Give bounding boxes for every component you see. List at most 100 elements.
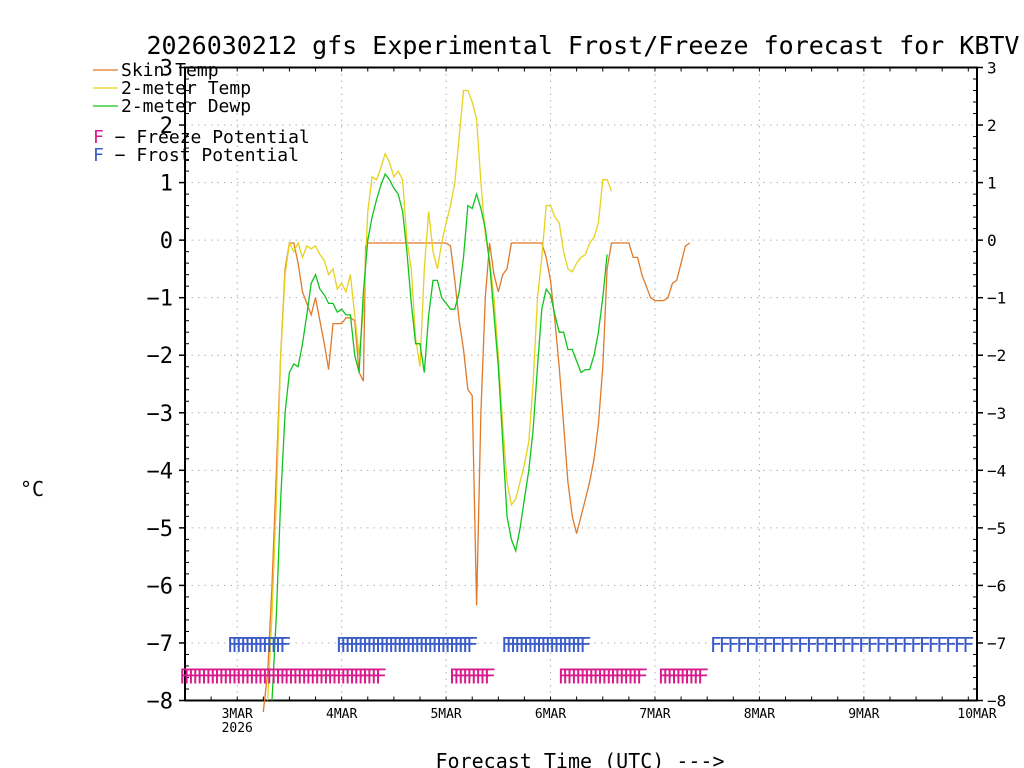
frost-mark: F [531, 633, 543, 657]
freeze-mark: F [262, 665, 274, 689]
freeze-mark: F [192, 665, 204, 689]
y-tick-label-right: −4 [987, 461, 1006, 480]
frost-mark: F [553, 633, 565, 657]
freeze-mark: F [697, 665, 709, 689]
x-tick-sublabel: 2026 [222, 721, 253, 736]
freeze-mark: F [327, 665, 339, 689]
frost-mark: F [901, 633, 913, 657]
grid-lines [185, 67, 977, 701]
frost-mark: F [893, 633, 905, 657]
freeze-mark: F [614, 665, 626, 689]
legend-marker-glyph: F [93, 127, 104, 148]
frost-mark: F [236, 633, 248, 657]
freeze-mark: F [357, 665, 369, 689]
frost-mark: F [436, 633, 448, 657]
frost-mark: F [545, 633, 557, 657]
freeze-mark: F [314, 665, 326, 689]
freeze-mark: F [266, 665, 278, 689]
frost-mark: F [936, 633, 948, 657]
freeze-mark: F [196, 665, 208, 689]
x-tick-label: 8MAR [744, 707, 775, 722]
legend-marker-text: − Frost Potential [104, 145, 299, 166]
frost-mark: F [875, 633, 887, 657]
series-lines [262, 89, 691, 713]
frost-mark: F [832, 633, 844, 657]
freeze-mark: F [179, 665, 191, 689]
series-line-2-meter-temp [267, 89, 613, 701]
freeze-mark: F [370, 665, 382, 689]
frost-mark: F [566, 633, 578, 657]
x-tick-label: 6MAR [535, 707, 566, 722]
frost-mark: F [231, 633, 243, 657]
y-tick-label-right: −1 [987, 289, 1006, 308]
freeze-mark: F [618, 665, 630, 689]
freeze-mark: F [662, 665, 674, 689]
frost-mark: F [719, 633, 731, 657]
y-tick-label-left: −7 [147, 632, 174, 657]
legend-marker-label: F − Freeze Potential [93, 127, 310, 148]
frost-mark: F [431, 633, 443, 657]
freeze-mark: F [658, 665, 670, 689]
y-axis-label: °C [20, 477, 44, 501]
freeze-mark: F [205, 665, 217, 689]
frost-mark: F [375, 633, 387, 657]
freeze-mark: F [632, 665, 644, 689]
freeze-mark: F [588, 665, 600, 689]
frost-mark: F [505, 633, 517, 657]
freeze-mark: F [183, 665, 195, 689]
freeze-mark: F [475, 665, 487, 689]
freeze-mark: F [479, 665, 491, 689]
freeze-mark: F [362, 665, 374, 689]
frost-mark: F [954, 633, 966, 657]
frost-mark: F [227, 633, 239, 657]
frost-mark: F [823, 633, 835, 657]
freeze-mark: F [336, 665, 348, 689]
y-tick-label-right: 0 [987, 231, 997, 250]
plot-frame [184, 66, 978, 702]
frost-mark: F [257, 633, 269, 657]
y-tick-label-left: 2 [160, 114, 173, 139]
freeze-mark: F [344, 665, 356, 689]
freeze-mark: F [688, 665, 700, 689]
frost-mark: F [423, 633, 435, 657]
frost-mark: F [884, 633, 896, 657]
freeze-mark: F [209, 665, 221, 689]
legend-marker-text: − Freeze Potential [104, 127, 310, 148]
frost-mark: F [927, 633, 939, 657]
series-line-2-meter-dewp [271, 172, 608, 701]
frost-mark: F [806, 633, 818, 657]
y-tick-label-left: −3 [147, 402, 174, 427]
frost-mark: F [336, 633, 348, 657]
chart-title: 2026030212 gfs Experimental Frost/Freeze… [147, 31, 1020, 60]
freeze-mark: F [375, 665, 387, 689]
freeze-mark: F [457, 665, 469, 689]
frost-mark: F [279, 633, 291, 657]
freeze-mark: F [601, 665, 613, 689]
frost-mark: F [370, 633, 382, 657]
frost-mark: F [253, 633, 265, 657]
y-tick-label-right: −6 [987, 576, 1006, 595]
frost-mark: F [919, 633, 931, 657]
frost-mark: F [945, 633, 957, 657]
frost-mark: F [384, 633, 396, 657]
y-tick-label-right: 3 [987, 59, 997, 78]
freeze-mark: F [296, 665, 308, 689]
x-tick-label: 7MAR [639, 707, 670, 722]
freeze-mark: F [257, 665, 269, 689]
y-tick-label-left: 3 [160, 57, 173, 82]
frost-mark: F [362, 633, 374, 657]
frost-mark: F [418, 633, 430, 657]
freeze-mark: F [636, 665, 648, 689]
y-tick-label-right: −5 [987, 519, 1006, 538]
freeze-mark: F [288, 665, 300, 689]
freeze-mark: F [305, 665, 317, 689]
freeze-mark: F [349, 665, 361, 689]
freeze-mark: F [671, 665, 683, 689]
frost-mark: F [392, 633, 404, 657]
freeze-mark: F [571, 665, 583, 689]
freeze-mark: F [623, 665, 635, 689]
frost-mark: F [762, 633, 774, 657]
frost-mark: F [579, 633, 591, 657]
x-tick-label: 10MAR [957, 707, 996, 722]
